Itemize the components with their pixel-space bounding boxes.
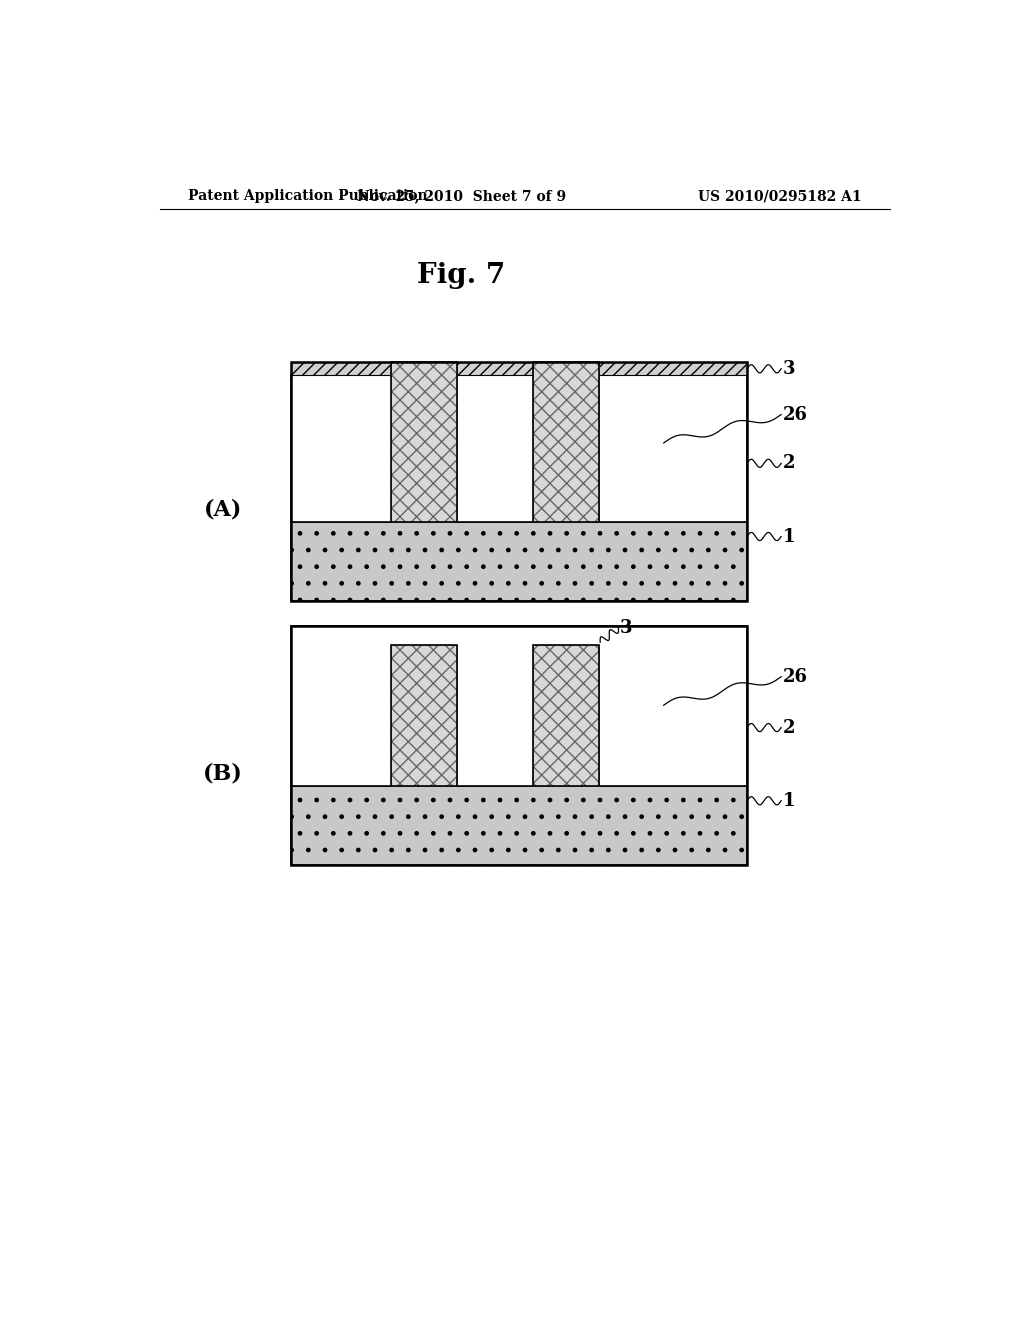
Bar	[532, 362, 599, 521]
Text: 26: 26	[782, 405, 808, 424]
Text: (B): (B)	[204, 763, 243, 784]
Text: 26: 26	[782, 668, 808, 686]
Bar	[291, 521, 748, 601]
Text: 2: 2	[782, 718, 796, 737]
Bar	[532, 645, 599, 785]
Text: 2: 2	[782, 454, 796, 473]
Bar	[391, 362, 458, 521]
Bar	[532, 362, 599, 521]
Bar	[391, 645, 458, 785]
Text: Fig. 7: Fig. 7	[417, 261, 506, 289]
Bar	[391, 645, 458, 785]
Text: Patent Application Publication: Patent Application Publication	[187, 189, 427, 203]
Text: 3: 3	[782, 360, 796, 378]
Bar	[291, 375, 748, 521]
Text: 3: 3	[620, 619, 633, 638]
Bar	[532, 362, 599, 521]
Text: 1: 1	[782, 528, 796, 545]
Bar	[391, 362, 458, 521]
Text: (A): (A)	[204, 498, 243, 520]
Text: 1: 1	[782, 792, 796, 809]
Text: US 2010/0295182 A1: US 2010/0295182 A1	[698, 189, 862, 203]
Bar	[291, 362, 748, 375]
Text: Nov. 25, 2010  Sheet 7 of 9: Nov. 25, 2010 Sheet 7 of 9	[356, 189, 566, 203]
Bar	[532, 645, 599, 785]
Bar	[291, 362, 748, 601]
Bar	[391, 645, 458, 785]
Bar	[291, 785, 748, 865]
Bar	[532, 645, 599, 785]
Bar	[291, 626, 748, 865]
Bar	[391, 362, 458, 521]
Bar	[291, 626, 748, 785]
